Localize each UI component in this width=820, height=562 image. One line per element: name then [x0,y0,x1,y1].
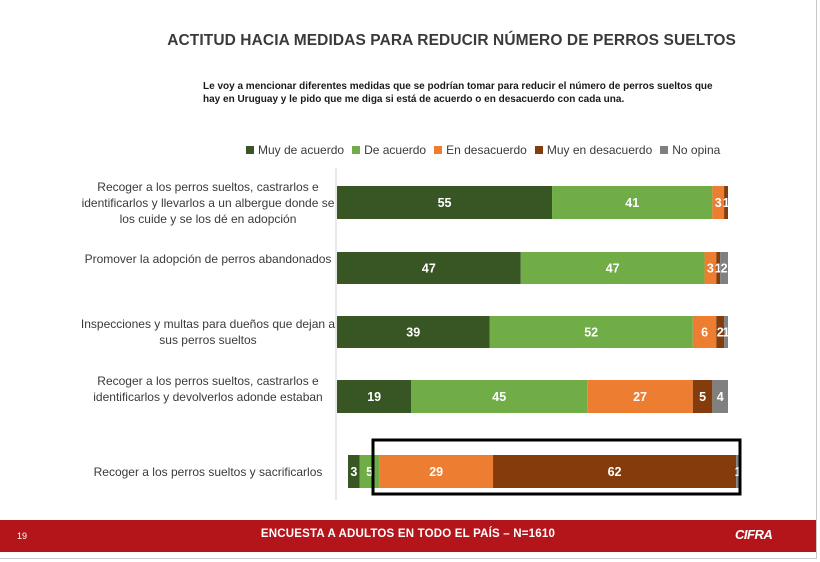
bar-segment [736,455,740,488]
legend-swatch [246,146,254,154]
legend-item-4: Muy en desacuerdo [534,143,653,157]
category-label-5: Recoger a los perros sueltos y sacrifica… [93,465,323,479]
bar-segment [552,186,713,219]
data-label: 55 [438,196,452,210]
bar-segment [716,252,721,284]
bar-segment [348,455,360,488]
bar-segment [489,316,693,348]
data-label: 27 [633,390,647,404]
data-label: 47 [606,262,620,276]
data-label: 47 [422,262,436,276]
data-label: 2 [721,262,728,276]
legend-item-1: Muy de acuerdo [246,143,344,157]
legend-label: En desacuerdo [446,143,527,157]
cifra-logo: CIFRA [735,527,773,542]
data-label: 3 [350,465,357,479]
data-label: 19 [367,390,381,404]
legend-swatch [534,146,543,154]
bar-segment [712,186,725,219]
legend-item-2: De acuerdo [352,143,426,157]
legend-swatch [434,146,443,154]
bar-segment [337,380,412,413]
category-label-3: Inspecciones y multas para dueños que de… [80,317,336,347]
bar-segment [692,380,713,413]
bar-segment [704,252,717,284]
data-label: 3 [707,262,714,276]
bar-segment [724,186,728,219]
data-label: 62 [608,465,622,479]
page-number: 19 [17,531,28,541]
bar-segment [520,252,705,284]
category-label-1: Recoger a los perros sueltos, castrarlos… [81,180,335,226]
slide-subtitle: Le voy a mencionar diferentes medidas qu… [203,81,713,105]
data-label: 41 [625,196,639,210]
legend-label: De acuerdo [364,143,427,157]
legend-label: Muy de acuerdo [258,143,345,157]
data-label: 1 [723,326,730,340]
legend-swatch [660,146,669,154]
bar-segment [379,455,494,488]
slide-title: ACTITUD HACIA MEDIDAS PARA REDUCIR NÚMER… [167,32,736,49]
bar-segment [712,380,728,413]
legend-label: Muy en desacuerdo [546,143,653,157]
footer-bar: 19 ENCUESTA A ADULTOS EN TODO EL PAÍS – … [0,520,816,552]
footer-text: ENCUESTA A ADULTOS EN TODO EL PAÍS – N=1… [260,528,556,540]
bar-segment [411,380,588,413]
data-label: 52 [584,326,598,340]
bar-segment [587,380,693,413]
bar-segment [724,316,728,348]
bar-segment [337,316,490,348]
data-label: 3 [715,196,722,210]
data-label: 4 [717,390,724,404]
legend-item-3: En desacuerdo [434,143,527,157]
data-label: 1 [723,196,730,210]
bar-segment [692,316,717,348]
bar-segment [493,455,737,488]
bar-segment [337,252,521,284]
data-label: 29 [429,465,443,479]
data-label: 1 [715,262,722,276]
data-label: 45 [492,390,506,404]
data-label: 5 [699,390,706,404]
data-label: 6 [701,326,708,340]
legend-item-5: No opina [660,143,720,157]
data-label: 2 [717,326,724,340]
highlight-box [371,438,742,496]
bar-segment [337,186,553,219]
data-label: 1 [735,465,742,479]
category-label-4: Recoger a los perros sueltos, castrarlos… [93,374,323,404]
data-label: 39 [406,326,420,340]
chart-legend: Muy de acuerdo De acuerdo En desacuerdo Muy… [246,143,720,157]
bar-segment [716,316,725,348]
data-label: 5 [366,465,373,479]
legend-label: No opina [672,143,721,157]
category-label-2: Promover la adopción de perros abandonad… [84,252,332,266]
legend-swatch [352,146,361,154]
bar-segment [720,252,728,284]
